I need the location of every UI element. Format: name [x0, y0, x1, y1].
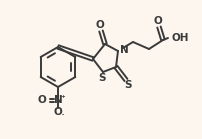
- Text: O: O: [95, 20, 104, 30]
- Text: N: N: [119, 45, 128, 55]
- Text: N: N: [53, 95, 62, 105]
- Text: O: O: [37, 95, 46, 105]
- Text: OH: OH: [170, 33, 188, 43]
- Text: S: S: [124, 80, 131, 90]
- Text: O: O: [53, 107, 62, 117]
- Text: O: O: [153, 16, 162, 26]
- Text: S: S: [98, 73, 105, 83]
- Text: +: +: [60, 94, 65, 99]
- Text: -: -: [62, 112, 64, 117]
